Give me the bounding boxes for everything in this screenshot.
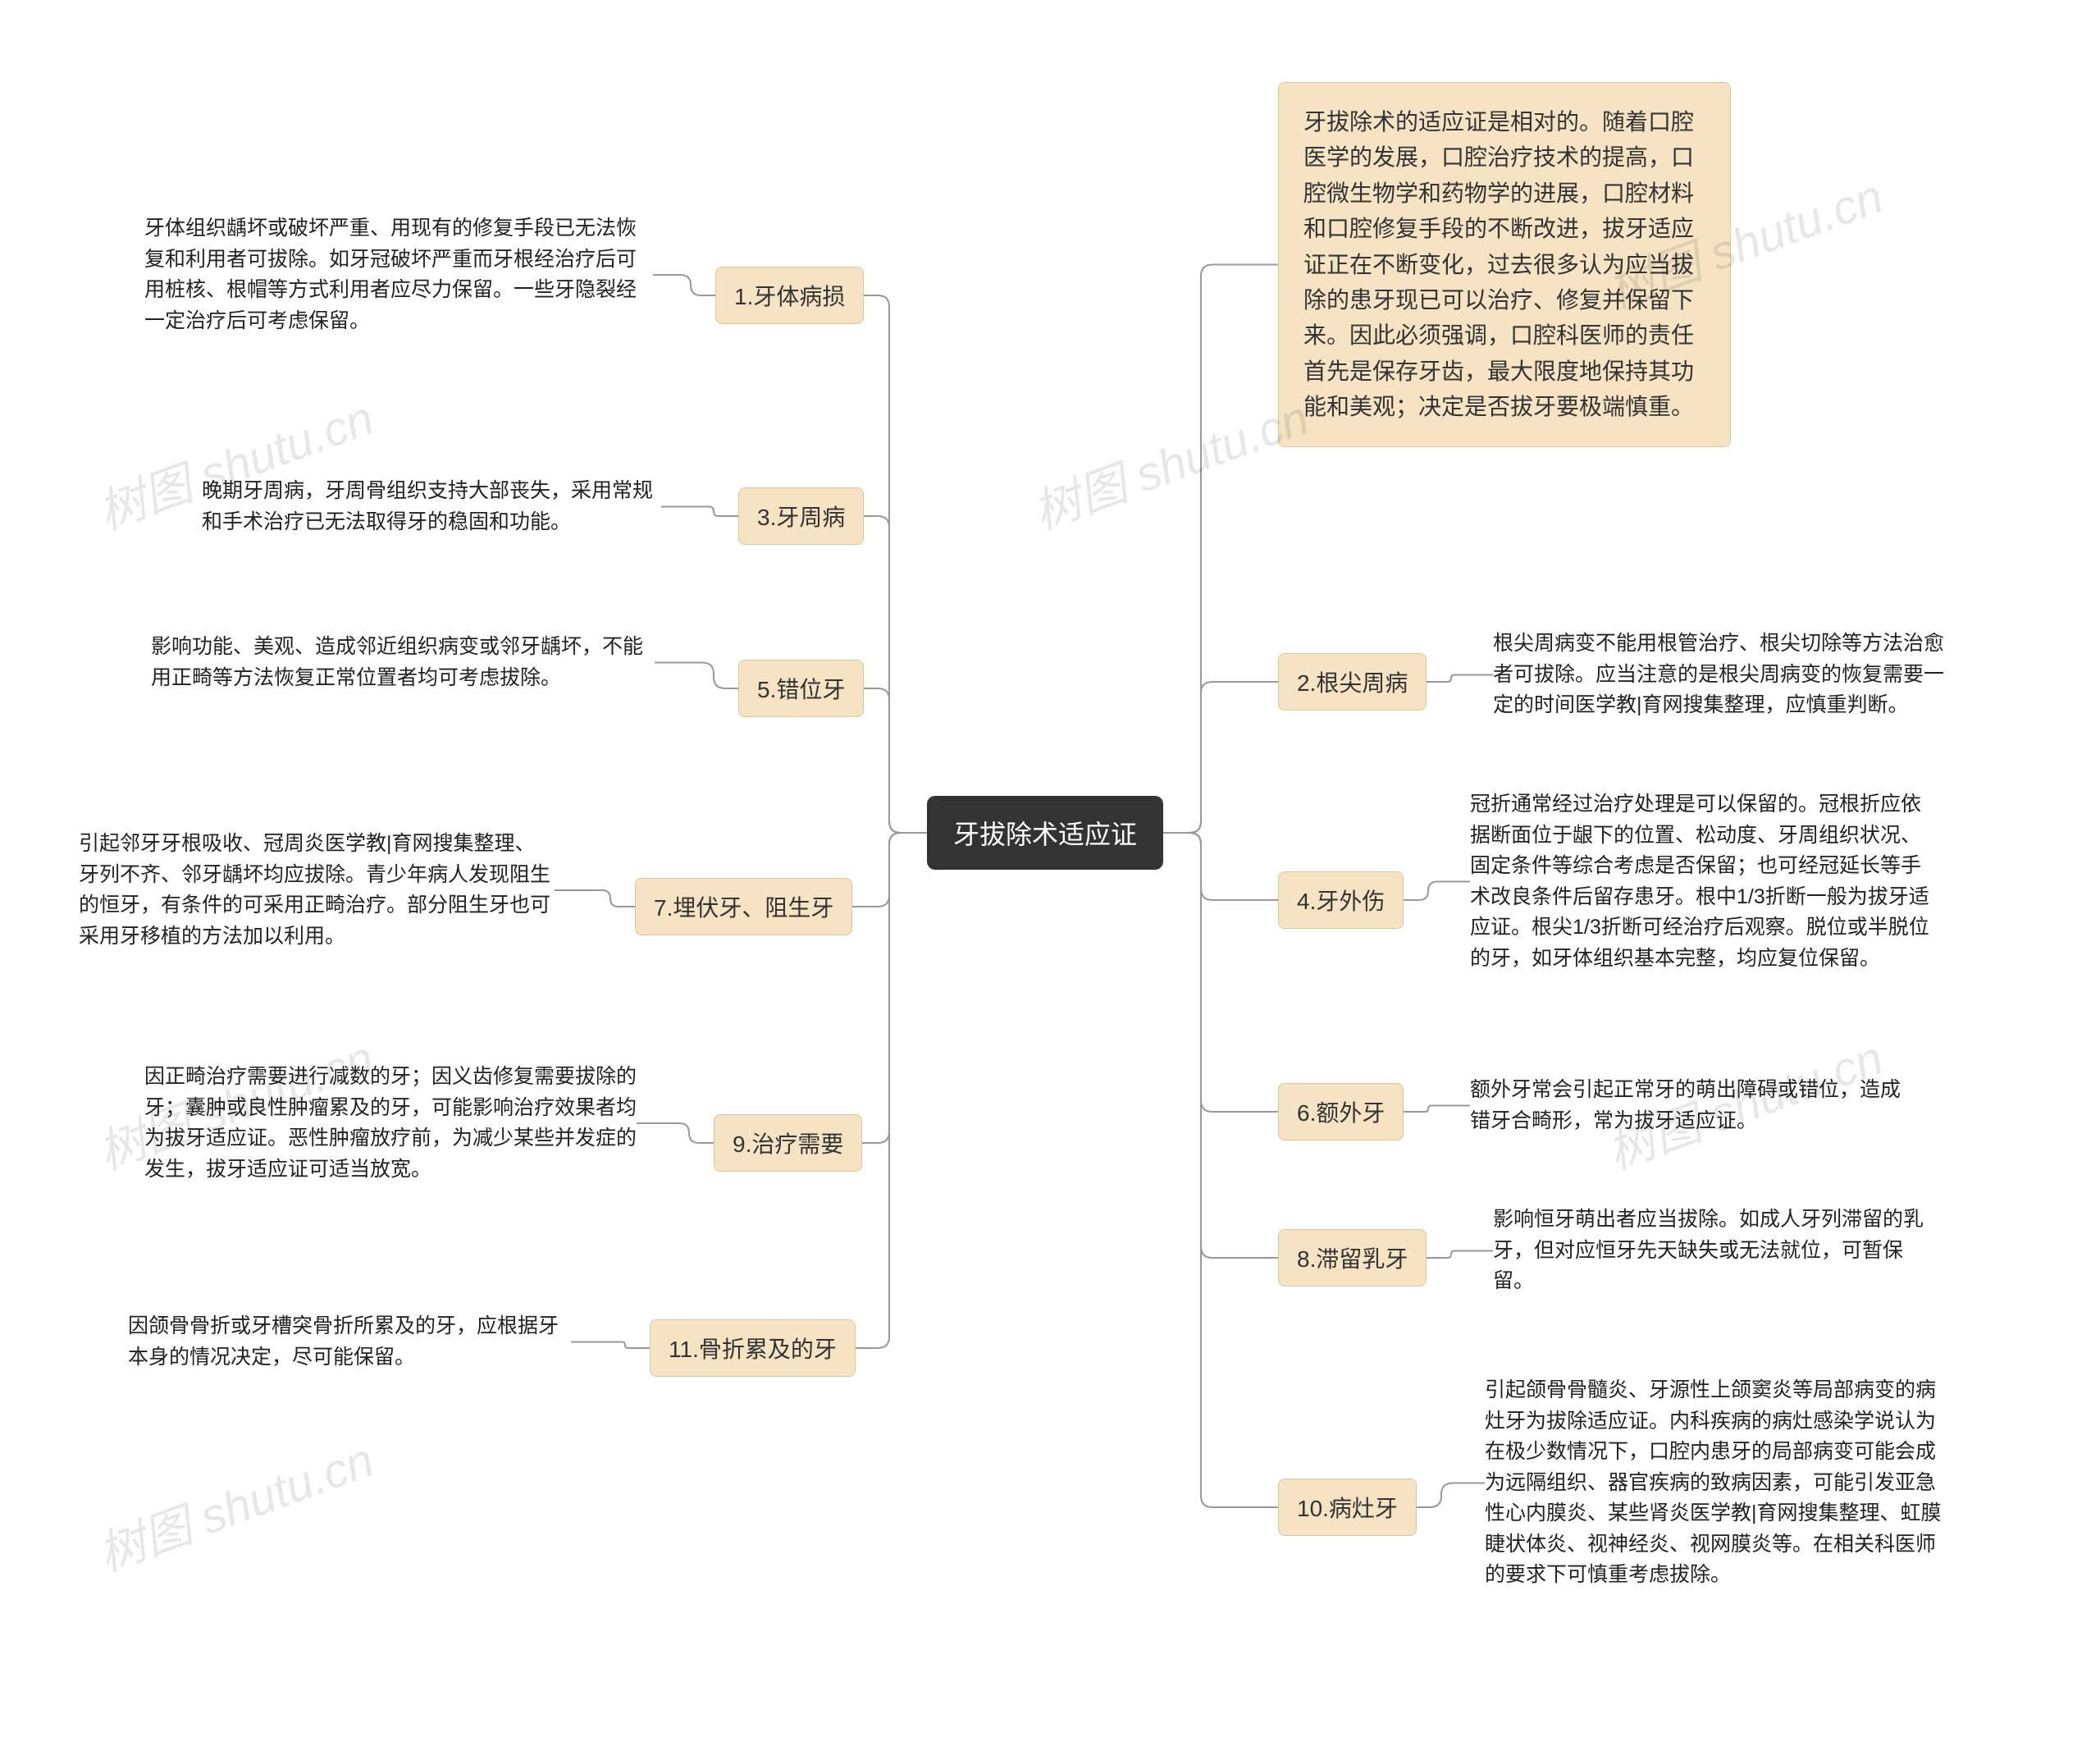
desc-n8: 影响恒牙萌出者应当拔除。如成人牙列滞留的乳牙，但对应恒牙先天缺失或无法就位，可暂…: [1493, 1204, 1936, 1297]
branch-n8: 8.滞留乳牙: [1278, 1229, 1427, 1287]
desc-n2: 根尖周病变不能用根管治疗、根尖切除等方法治愈者可拔除。应当注意的是根尖周病变的恢…: [1493, 628, 1952, 721]
branch-n5: 5.错位牙: [738, 660, 864, 717]
connector: [864, 516, 927, 833]
connector: [1417, 1483, 1485, 1508]
connector: [856, 833, 927, 1348]
root-node: 牙拔除术适应证: [927, 796, 1163, 870]
branch-n1: 1.牙体病损: [715, 267, 864, 324]
desc-n7: 引起邻牙牙根吸收、冠周炎医学教|育网搜集整理、牙列不齐、邻牙龋坏均应拔除。青少年…: [79, 829, 555, 952]
connector: [1163, 833, 1278, 1507]
branch-n9: 9.治疗需要: [714, 1114, 862, 1172]
connector: [1163, 833, 1278, 900]
desc-n10: 引起颌骨骨髓炎、牙源性上颌窦炎等局部病变的病灶牙为拔除适应证。内科疾病的病灶感染…: [1485, 1375, 1952, 1591]
intro-box: 牙拔除术的适应证是相对的。随着口腔医学的发展，口腔治疗技术的提高，口腔微生物学和…: [1278, 82, 1731, 447]
connector: [1404, 882, 1470, 901]
connector: [653, 275, 715, 295]
connector: [1427, 675, 1493, 683]
branch-n10: 10.病灶牙: [1278, 1479, 1417, 1536]
connector: [864, 295, 927, 833]
desc-n11: 因颌骨骨折或牙槽突骨折所累及的牙，应根据牙本身的情况决定，尽可能保留。: [128, 1311, 571, 1373]
connector: [571, 1342, 650, 1349]
connector: [1163, 265, 1278, 834]
connector: [1163, 833, 1278, 1112]
watermark-5: 树图 shutu.cn: [87, 1421, 381, 1584]
branch-n6: 6.额外牙: [1278, 1083, 1404, 1140]
desc-n9: 因正畸治疗需要进行减数的牙；因义齿修复需要拔除的牙；囊肿或良性肿瘤累及的牙，可能…: [144, 1062, 637, 1185]
desc-n5: 影响功能、美观、造成邻近组织病变或邻牙龋坏，不能用正畸等方法恢复正常位置者均可考…: [151, 632, 655, 693]
desc-n6: 额外牙常会引起正常牙的萌出障碍或错位，造成错牙合畸形，常为拔牙适应证。: [1470, 1075, 1913, 1136]
connector: [655, 663, 738, 689]
connector: [864, 688, 927, 833]
watermark-1: 树图 shutu.cn: [1022, 379, 1317, 542]
connector: [852, 833, 927, 907]
mindmap-canvas: 牙拔除术适应证 牙拔除术的适应证是相对的。随着口腔医学的发展，口腔治疗技术的提高，…: [0, 0, 2100, 1746]
branch-n7: 7.埋伏牙、阻生牙: [635, 878, 852, 935]
connector: [1404, 1106, 1470, 1113]
branch-n11: 11.骨折累及的牙: [650, 1319, 856, 1377]
desc-n1: 牙体组织龋坏或破坏严重、用现有的修复手段已无法恢复和利用者可拔除。如牙冠破坏严重…: [144, 213, 653, 336]
connector: [637, 1123, 714, 1143]
branch-n3: 3.牙周病: [738, 487, 864, 545]
desc-n4: 冠折通常经过治疗处理是可以保留的。冠根折应依据断面位于龈下的位置、松动度、牙周组…: [1470, 789, 1929, 974]
connector: [1163, 833, 1278, 1258]
connector: [555, 890, 635, 907]
connector: [862, 833, 927, 1143]
connector: [1163, 682, 1278, 833]
connector: [1427, 1251, 1493, 1259]
connector: [661, 507, 738, 517]
branch-n4: 4.牙外伤: [1278, 871, 1404, 929]
branch-n2: 2.根尖周病: [1278, 653, 1427, 711]
desc-n3: 晚期牙周病，牙周骨组织支持大部丧失，采用常规和手术治疗已无法取得牙的稳固和功能。: [202, 476, 661, 537]
